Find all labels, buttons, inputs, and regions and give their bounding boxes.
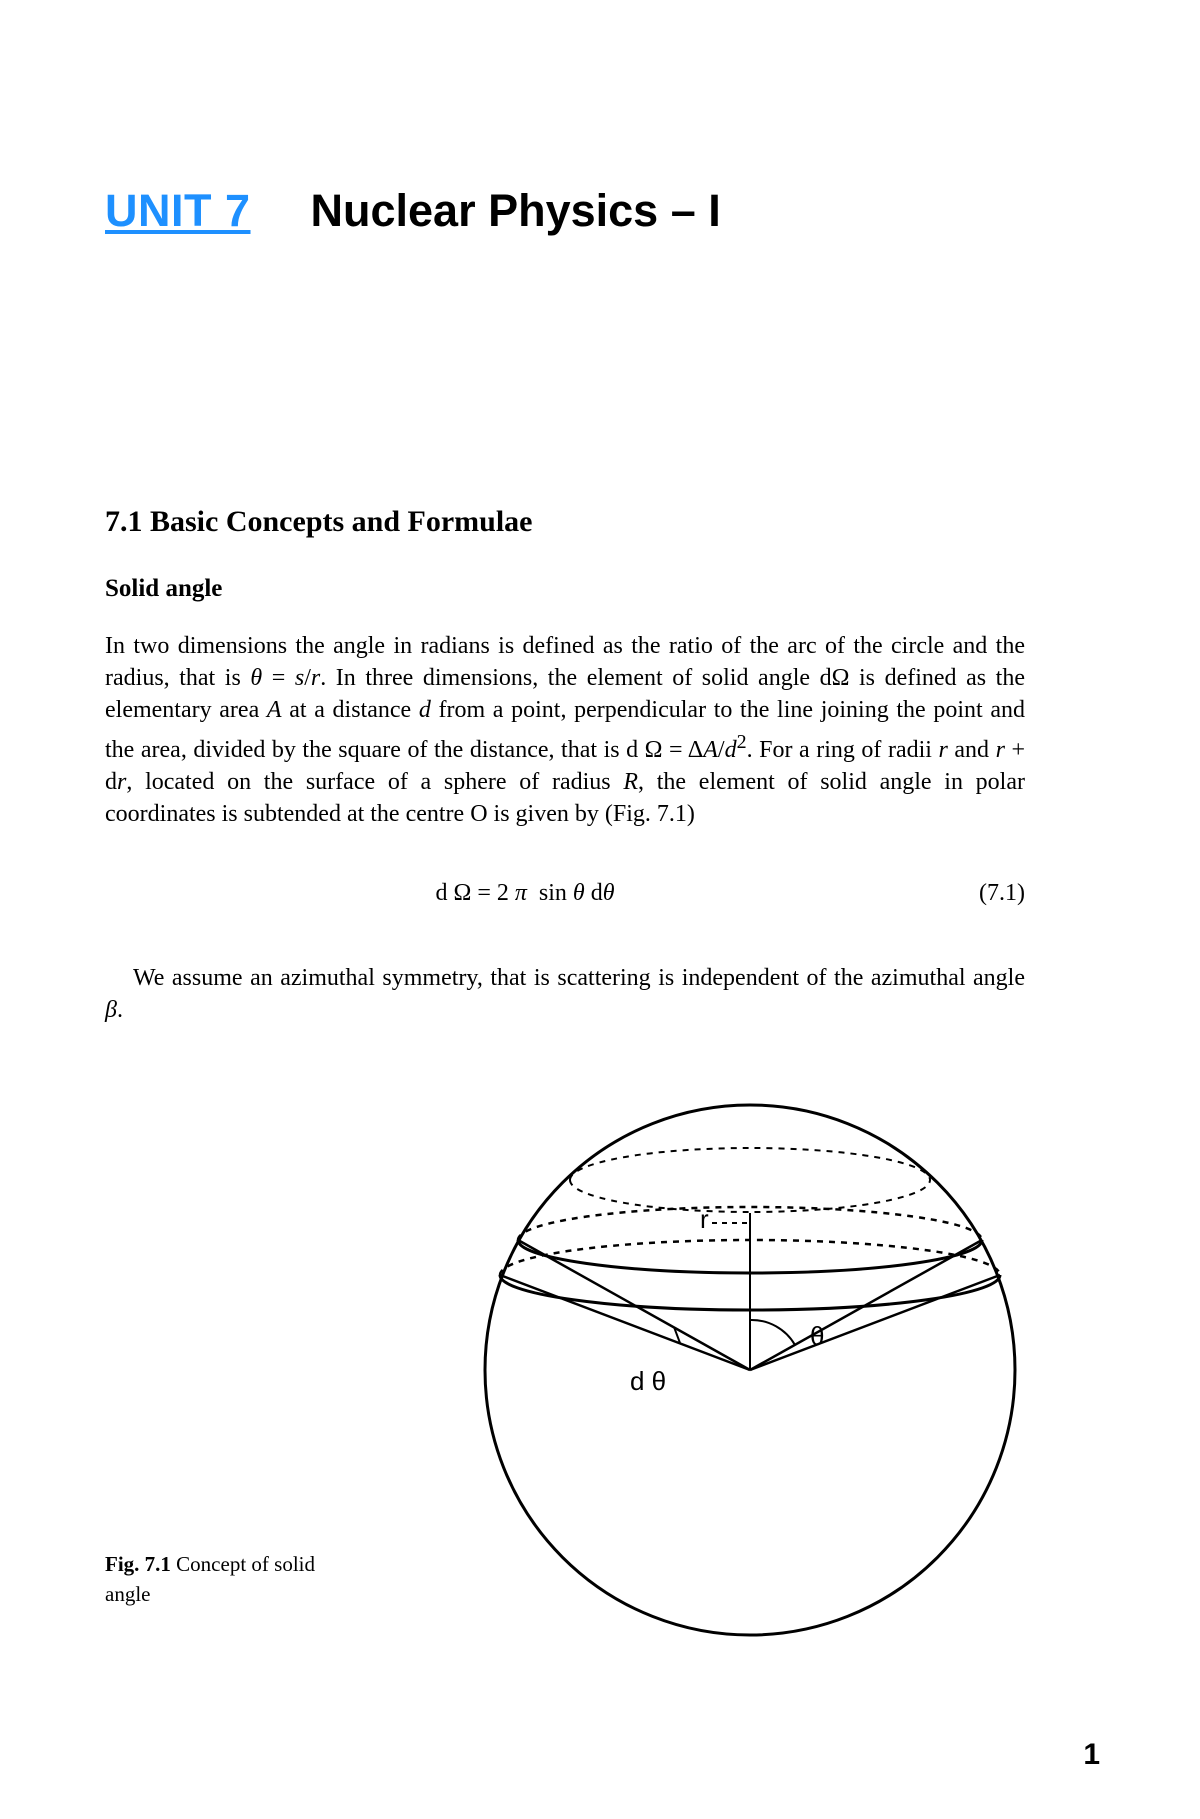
equation-number: (7.1) <box>945 880 1025 907</box>
unit-label: UNIT 7 <box>105 185 251 237</box>
figure-caption-label: Fig. 7.1 <box>105 1552 171 1576</box>
section-title: Basic Concepts and Formulae <box>150 505 533 538</box>
document-page: UNIT 7 Nuclear Physics – I 7.1 Basic Con… <box>0 0 1200 1819</box>
label-dtheta: d θ <box>630 1366 666 1396</box>
label-r: r <box>700 1204 709 1234</box>
paragraph-1: In two dimensions the angle in radians i… <box>105 630 1025 830</box>
equation-7-1: d Ω = 2 π sin θ dθ (7.1) <box>105 880 1025 907</box>
chapter-header: UNIT 7 Nuclear Physics – I <box>105 185 1095 237</box>
subheading-solid-angle: Solid angle <box>105 575 222 603</box>
paragraph-2: We assume an azimuthal symmetry, that is… <box>105 962 1025 1026</box>
page-number: 1 <box>1083 1738 1100 1772</box>
equation-body: d Ω = 2 π sin θ dθ <box>105 880 945 907</box>
chapter-title: Nuclear Physics – I <box>311 185 721 237</box>
figure-caption: Fig. 7.1 Concept of solid angle <box>105 1549 360 1609</box>
section-heading: 7.1 Basic Concepts and Formulae <box>105 505 533 539</box>
label-theta: θ <box>810 1321 824 1351</box>
section-number: 7.1 <box>105 505 143 538</box>
solid-angle-diagram: r θ d θ <box>450 1095 1050 1655</box>
